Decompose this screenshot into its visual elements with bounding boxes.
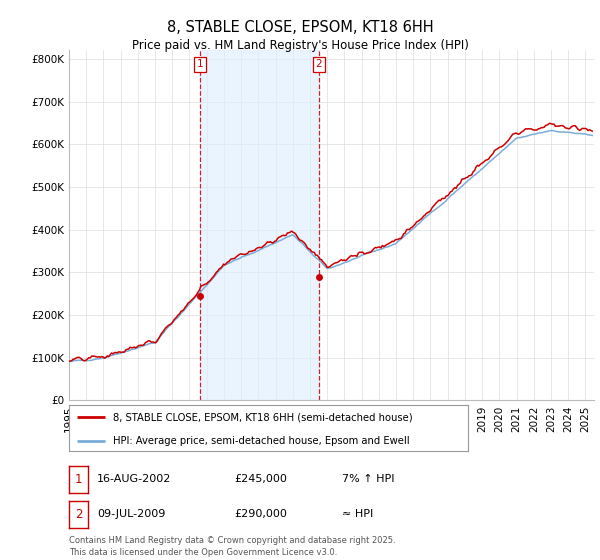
Text: Contains HM Land Registry data © Crown copyright and database right 2025.
This d: Contains HM Land Registry data © Crown c… bbox=[69, 536, 395, 557]
Text: 1: 1 bbox=[75, 473, 82, 486]
Text: 16-AUG-2002: 16-AUG-2002 bbox=[97, 474, 172, 484]
Text: 8, STABLE CLOSE, EPSOM, KT18 6HH: 8, STABLE CLOSE, EPSOM, KT18 6HH bbox=[167, 20, 433, 35]
Text: ≈ HPI: ≈ HPI bbox=[342, 509, 373, 519]
Text: 1: 1 bbox=[197, 59, 203, 69]
Text: Price paid vs. HM Land Registry's House Price Index (HPI): Price paid vs. HM Land Registry's House … bbox=[131, 39, 469, 52]
Text: £290,000: £290,000 bbox=[234, 509, 287, 519]
Bar bbox=[200, 50, 319, 400]
Text: 09-JUL-2009: 09-JUL-2009 bbox=[97, 509, 166, 519]
Text: 7% ↑ HPI: 7% ↑ HPI bbox=[342, 474, 395, 484]
Text: HPI: Average price, semi-detached house, Epsom and Ewell: HPI: Average price, semi-detached house,… bbox=[113, 436, 410, 446]
Text: £245,000: £245,000 bbox=[234, 474, 287, 484]
Text: 2: 2 bbox=[75, 507, 82, 521]
Text: 8, STABLE CLOSE, EPSOM, KT18 6HH (semi-detached house): 8, STABLE CLOSE, EPSOM, KT18 6HH (semi-d… bbox=[113, 412, 413, 422]
Text: 2: 2 bbox=[316, 59, 322, 69]
